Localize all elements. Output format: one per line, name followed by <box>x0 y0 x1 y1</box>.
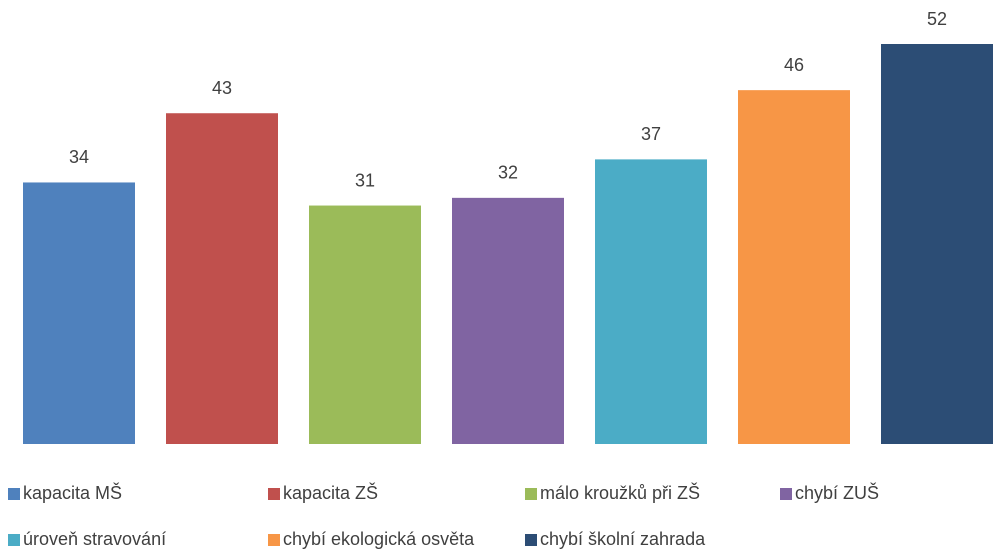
legend-label: chybí ekologická osvěta <box>283 529 475 549</box>
legend-swatch <box>525 534 537 546</box>
bar <box>595 159 707 444</box>
legend-swatch <box>8 488 20 500</box>
legend-label: úroveň stravování <box>23 529 166 549</box>
legend-swatch <box>525 488 537 500</box>
legend-label: kapacita ZŠ <box>283 482 378 503</box>
legend-swatch <box>8 534 20 546</box>
bar <box>738 90 850 445</box>
legend-label: chybí školní zahrada <box>540 529 706 549</box>
data-label: 31 <box>355 170 375 190</box>
data-label: 43 <box>212 78 232 98</box>
data-label: 37 <box>641 124 661 144</box>
legend-swatch <box>780 488 792 500</box>
bar <box>166 113 278 444</box>
legend-label: málo kroužků při ZŠ <box>540 482 700 503</box>
legend-label: kapacita MŠ <box>23 482 122 503</box>
legend-swatch <box>268 534 280 546</box>
data-label: 32 <box>498 163 518 183</box>
data-label: 52 <box>927 9 947 29</box>
bar <box>881 44 993 444</box>
bar <box>309 205 421 444</box>
data-label: 34 <box>69 147 89 167</box>
bar <box>23 182 135 444</box>
bar <box>452 197 564 444</box>
legend-swatch <box>268 488 280 500</box>
data-label: 46 <box>784 55 804 75</box>
legend-label: chybí ZUŠ <box>795 482 879 503</box>
